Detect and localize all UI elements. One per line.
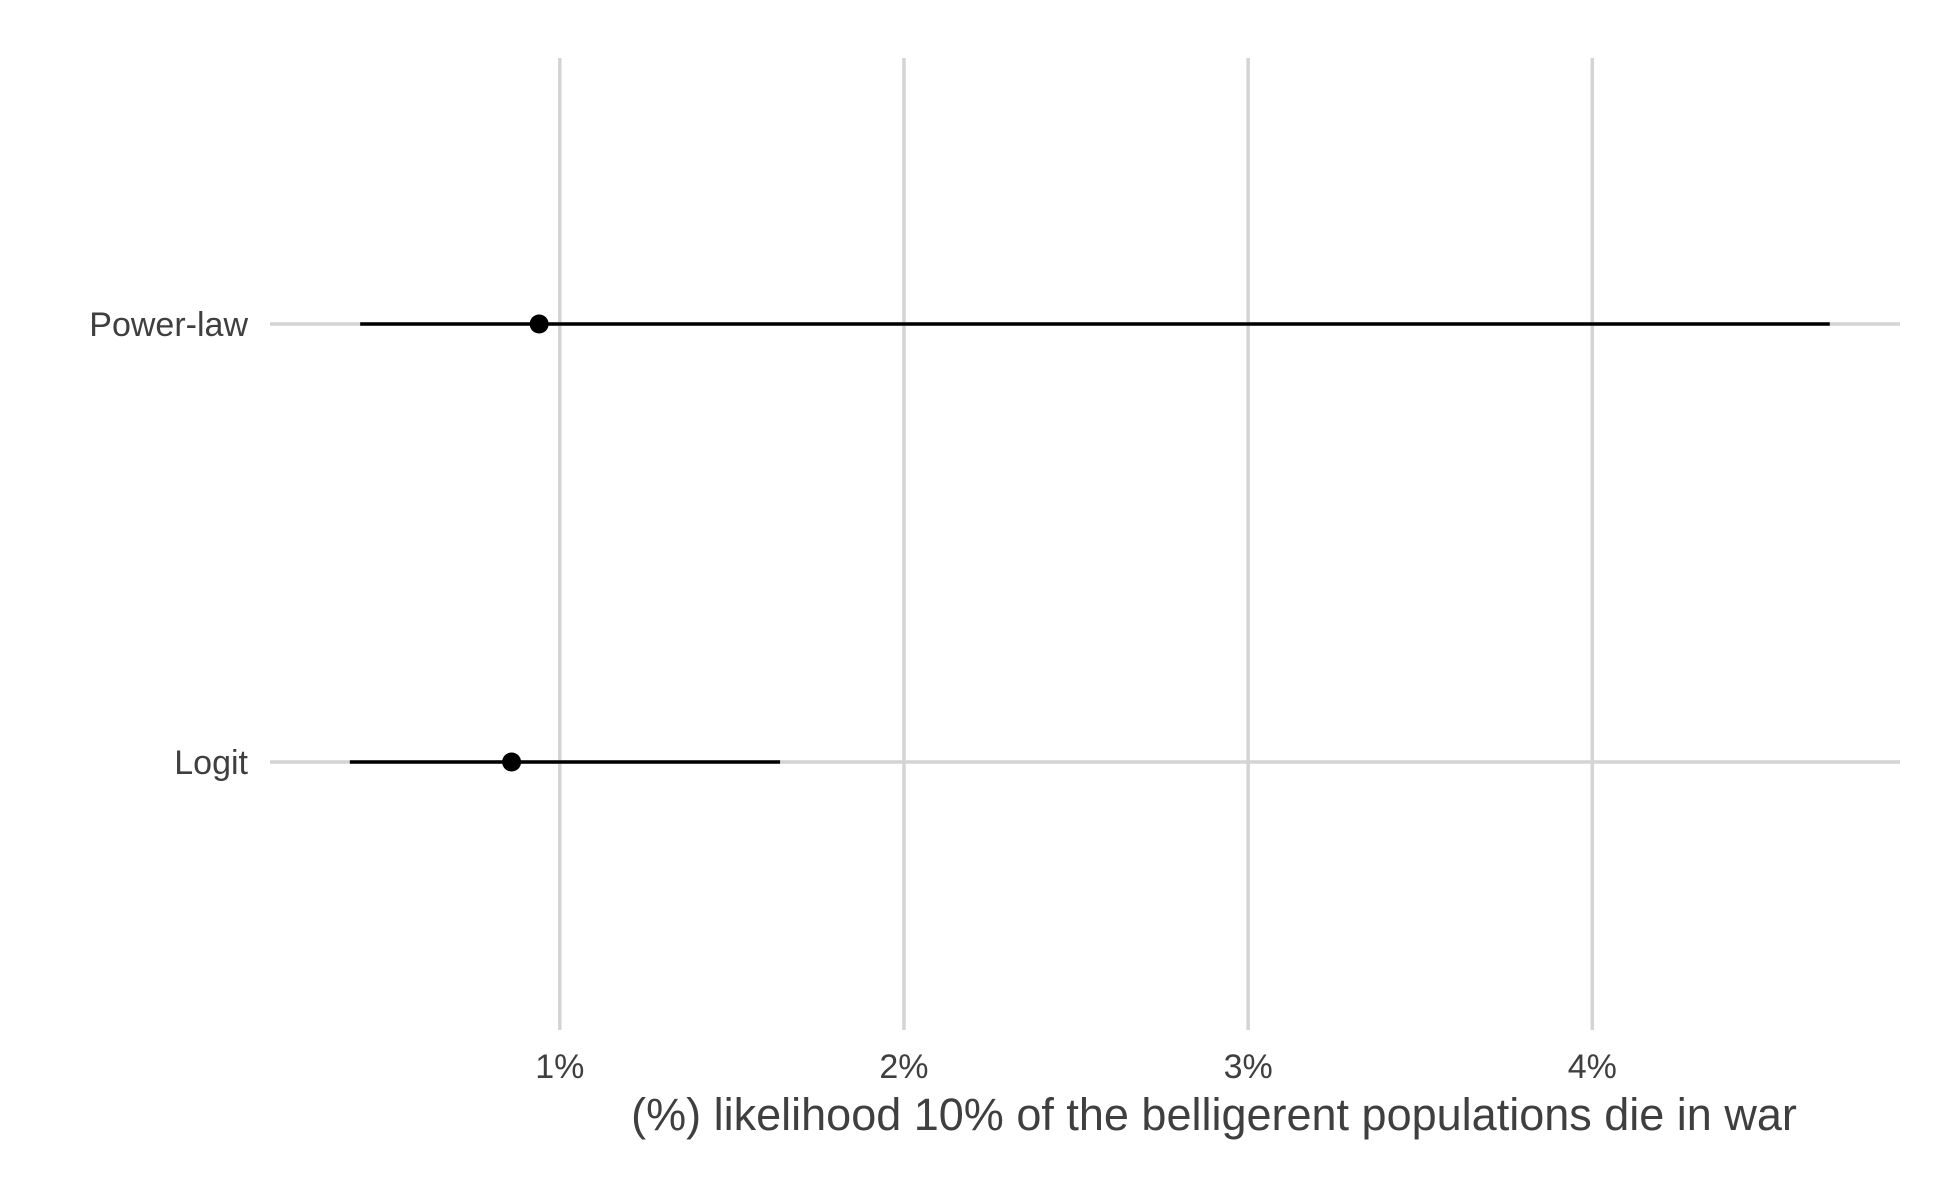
horizontal-gridlines [270, 322, 1900, 764]
y-category-label: Logit [174, 744, 248, 782]
point-estimate [529, 314, 549, 334]
x-axis-title: (%) likelihood 10% of the belligerent po… [631, 1089, 1797, 1140]
point-estimates [502, 314, 549, 772]
vertical-gridlines [558, 58, 1595, 1030]
y-category-label: Power-law [89, 306, 248, 344]
x-tick-label: 1% [535, 1048, 584, 1086]
interval-lines [349, 322, 1830, 764]
x-tick-label: 2% [879, 1048, 928, 1086]
x-tick-label: 3% [1224, 1048, 1273, 1086]
point-estimate [502, 752, 522, 772]
x-tick-label: 4% [1568, 1048, 1617, 1086]
x-axis-tick-labels: 1% 2% 3% 4% [535, 1048, 1617, 1086]
y-axis-labels: Power-law Logit [89, 306, 248, 782]
